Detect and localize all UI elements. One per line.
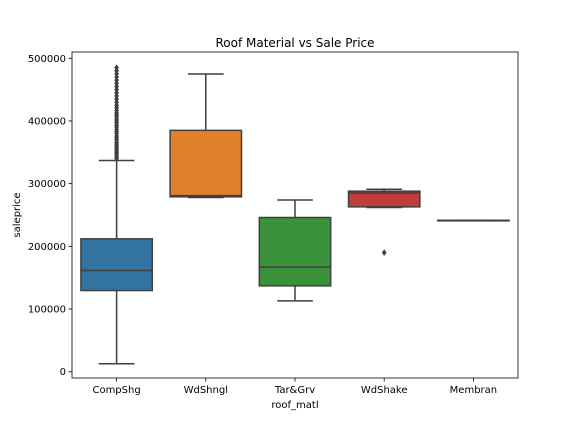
- iqr-box: [258, 216, 332, 287]
- iqr-box: [169, 129, 243, 198]
- x-axis-label: roof_matl: [271, 400, 318, 411]
- x-tick-label: CompShg: [92, 385, 140, 396]
- iqr-box: [80, 238, 154, 292]
- outlier-point: [381, 249, 387, 257]
- plot-frame: [71, 51, 519, 379]
- box-wdshake: [347, 188, 421, 257]
- x-tick-label: Membran: [450, 385, 497, 396]
- y-tick-label: 400000: [28, 116, 66, 127]
- iqr-box: [347, 190, 421, 208]
- x-tick-label: WdShngl: [184, 385, 228, 396]
- y-tick-label: 0: [60, 367, 66, 378]
- y-axis: 0 100000 200000 300000 400000 500000: [28, 54, 72, 378]
- plot-content: [80, 64, 510, 365]
- y-axis-label: saleprice: [12, 192, 23, 237]
- box-membran: [436, 219, 510, 222]
- x-tick-label: Tar&Grv: [274, 385, 315, 396]
- x-tick-label: WdShake: [361, 385, 408, 396]
- y-tick-label: 100000: [28, 305, 66, 316]
- box-tar-grv: [258, 199, 332, 302]
- outlier-point: [114, 64, 120, 72]
- y-tick-label: 200000: [28, 242, 66, 253]
- x-axis: CompShg WdShngl Tar&Grv WdShake Membran: [92, 378, 497, 396]
- box-wdshngl: [169, 73, 243, 199]
- chart-title: Roof Material vs Sale Price: [215, 36, 374, 50]
- y-tick-label: 500000: [28, 54, 66, 65]
- y-tick-label: 300000: [28, 179, 66, 190]
- box-compshg: [80, 64, 154, 365]
